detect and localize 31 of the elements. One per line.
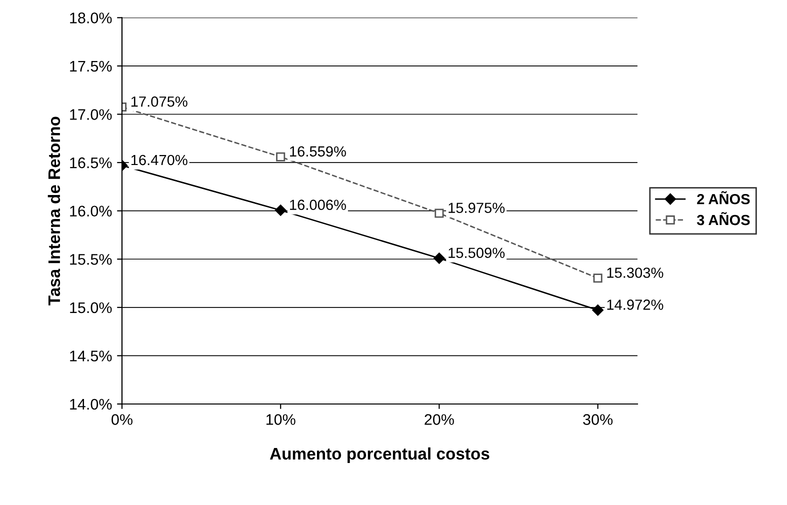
data-label: 16.006% (290, 200, 346, 210)
data-label: 15.975% (448, 202, 505, 213)
y-tick-label: 17.0% (70, 109, 112, 120)
data-label: 15.303% (607, 268, 664, 278)
point (276, 152, 286, 162)
legend-label: 2 AÑOS (697, 191, 750, 204)
point (434, 208, 444, 218)
data-label: 17.075% (131, 96, 188, 107)
x-tick-label: 10% (266, 414, 296, 425)
y-tick-label: 15.0% (70, 302, 112, 314)
y-tick-label: 14.0% (70, 398, 112, 410)
point (592, 304, 604, 316)
point (434, 252, 445, 264)
y-tick-label: 16.5% (70, 157, 112, 168)
data-label: 14.972% (607, 300, 664, 310)
data-label: 16.559% (290, 146, 346, 157)
data-label: 15.509% (448, 248, 505, 258)
x-axis-title: Aumento porcentual costos (270, 447, 490, 463)
data-label: 16.470% (131, 154, 188, 166)
y-tick-label: 15.5% (70, 254, 112, 265)
point (274, 204, 286, 216)
y-tick-label: 18.0% (70, 12, 112, 24)
x-tick-label: 20% (424, 414, 454, 425)
x-tick-label: 30% (583, 414, 613, 425)
legend-label: 3 AÑOS (696, 212, 750, 226)
y-tick-label: 16.0% (70, 206, 112, 217)
x-tick-label: 0% (112, 414, 132, 425)
y-axis-title: Tasa Interna de Retorno (48, 116, 60, 306)
point (593, 274, 602, 283)
y-tick-label: 17.5% (70, 60, 112, 72)
y-tick-label: 14.5% (70, 350, 112, 362)
